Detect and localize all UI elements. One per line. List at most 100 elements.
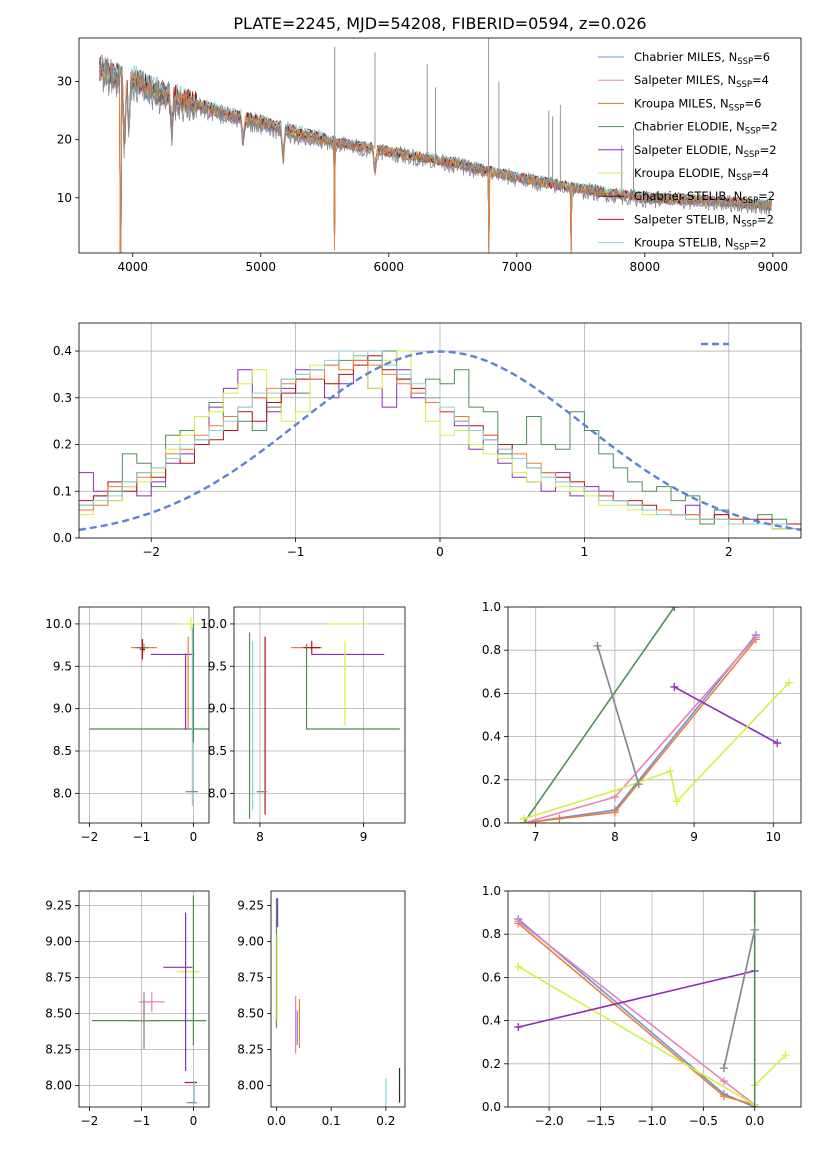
plot-area: [275, 898, 401, 1107]
mass-vs-metallicity-panel: −2 −1 0 8.00 8.25 8.50 8.75 9.00 9.25: [45, 890, 210, 1128]
y-tick-label: 8.0: [53, 786, 72, 800]
legend-subscript: SSP: [741, 219, 757, 229]
mass-weight-line: [523, 607, 675, 823]
x-tick-label: 4000: [117, 260, 148, 274]
mass-weight-marker: [634, 780, 643, 789]
x-tick-label: 0: [190, 1114, 198, 1128]
age-vs-metallicity-panel: −2 −1 0 8.0 8.5 9.0 9.5 10.0: [45, 606, 210, 844]
y-tick-label: 9.00: [237, 934, 264, 948]
mass-weight-marker: [519, 814, 528, 823]
mass-weight-line: [518, 970, 755, 1028]
y-tick-label: 9.0: [53, 702, 72, 716]
mass-weight-line: [673, 686, 778, 744]
mass-weight-line: [596, 645, 640, 785]
legend-label: Chabrier STELIB, N: [634, 189, 742, 203]
legend-label: Kroupa ELODIE, N: [634, 166, 736, 180]
figure-title: PLATE=2245, MJD=54208, FIBERID=0594, z=0…: [233, 14, 646, 33]
mass-weight-marker: [514, 917, 523, 926]
legend-entry: Salpeter MILES, NSSP=4: [634, 73, 769, 90]
legend-subscript: SSP: [744, 150, 760, 160]
errorbar-point: [138, 991, 165, 1012]
legend-label: Kroupa STELIB, N: [634, 236, 734, 250]
legend-subscript: SSP: [745, 127, 761, 137]
legend-tail: =4: [752, 73, 769, 87]
x-tick-label: 2: [725, 545, 733, 559]
legend-tail: =2: [761, 120, 778, 134]
normal-distribution-curve: [79, 350, 801, 531]
legend-subscript: SSP: [736, 173, 752, 183]
mass-weight-marker: [610, 808, 619, 817]
mass-weight-marker: [781, 1051, 790, 1060]
mass-weight-marker: [666, 767, 675, 776]
x-tick-label: 0.0: [745, 1114, 764, 1128]
x-tick-label: −2: [81, 830, 99, 844]
spectrum-panel: 4000 5000 6000 7000 8000 9000 10 20 30 Chabrier M…: [57, 37, 802, 274]
y-tick-label: 0.1: [53, 484, 72, 498]
y-tick-label: 8.00: [237, 1078, 264, 1092]
y-tick-label: 9.00: [45, 934, 72, 948]
x-tick-label: 9: [360, 830, 368, 844]
axes-frame: [507, 606, 802, 824]
x-tick-label: −2.0: [535, 1114, 564, 1128]
residual-histogram-panel: −2 −1 0 1 2 0.0 0.1 0.2 0.3 0.4: [53, 322, 802, 559]
y-tick-label: 8.00: [45, 1078, 72, 1092]
axes-frame: [78, 37, 802, 254]
y-tick-label: 9.0: [208, 702, 227, 716]
legend-subscript: SSP: [734, 243, 750, 253]
y-tick-label: 0.2: [53, 438, 72, 452]
legend-entry: Kroupa ELODIE, NSSP=4: [634, 166, 769, 183]
y-tick-label: 0.4: [482, 1014, 501, 1028]
legend-tail: =2: [758, 189, 775, 203]
plot-area: [99, 38, 772, 253]
mass-weight-marker: [670, 682, 679, 691]
legend-entry: Chabrier MILES, NSSP=6: [634, 50, 770, 67]
x-tick-label: −1: [133, 830, 151, 844]
plot-area: [519, 607, 794, 823]
x-tick-label: 7000: [502, 260, 533, 274]
legend-tail: =2: [749, 236, 766, 250]
legend-subscript: SSP: [737, 57, 753, 67]
mass-weight-marker: [610, 786, 619, 795]
y-tick-label: 1.0: [482, 884, 501, 898]
legend-entry: Kroupa STELIB, NSSP=2: [634, 236, 766, 253]
y-tick-label: 8.5: [208, 744, 227, 758]
y-tick-label: 10.0: [45, 617, 72, 631]
mass-weight-line: [723, 929, 756, 1069]
x-tick-label: −0.5: [689, 1114, 718, 1128]
mass-weight-marker: [670, 607, 679, 611]
y-tick-label: 0.4: [482, 730, 501, 744]
axes-frame: [78, 606, 210, 824]
y-tick-label: 8.25: [45, 1042, 72, 1056]
errorbar-point: [303, 640, 321, 655]
y-tick-label: 9.5: [53, 659, 72, 673]
y-tick-label: 9.5: [208, 659, 227, 673]
y-tick-label: 8.75: [237, 970, 264, 984]
legend-label: Salpeter MILES, N: [634, 73, 736, 87]
legend-subscript: SSP: [729, 103, 745, 113]
mass-weight-marker: [750, 1103, 759, 1107]
errorbar-point: [179, 617, 203, 631]
y-tick-label: 8.75: [45, 970, 72, 984]
plot-area: [89, 617, 209, 807]
mass-weight-marker: [751, 633, 760, 642]
legend-entry: Chabrier ELODIE, NSSP=2: [634, 120, 778, 137]
mass-weight-marker: [750, 925, 759, 934]
y-tick-label: 0.0: [482, 816, 501, 830]
x-tick-label: −1.0: [637, 1114, 666, 1128]
mass-weight-marker: [750, 891, 759, 895]
x-tick-label: −1: [133, 1114, 151, 1128]
x-tick-label: 8: [611, 830, 619, 844]
errorbar-point: [139, 639, 146, 660]
x-tick-label: 0.1: [322, 1114, 341, 1128]
x-tick-label: 7: [532, 830, 540, 844]
plot-area: [79, 350, 801, 531]
x-tick-label: −1.5: [586, 1114, 615, 1128]
x-tick-label: 6000: [374, 260, 405, 274]
weight-vs-metallicity-panel: −2.0 −1.5 −1.0 −0.5 0.0 0.0 0.2 0.4 0.6 0.8 1.0: [482, 884, 802, 1128]
y-tick-label: 9.25: [237, 898, 264, 912]
y-tick-label: 8.0: [208, 786, 227, 800]
mass-vs-extinction-panel: 0.0 0.1 0.2 8.00 8.25 8.50 8.75 9.00 9.25: [237, 890, 406, 1128]
residual-histogram-step: [79, 350, 801, 530]
errorbar-point: [138, 991, 150, 1050]
